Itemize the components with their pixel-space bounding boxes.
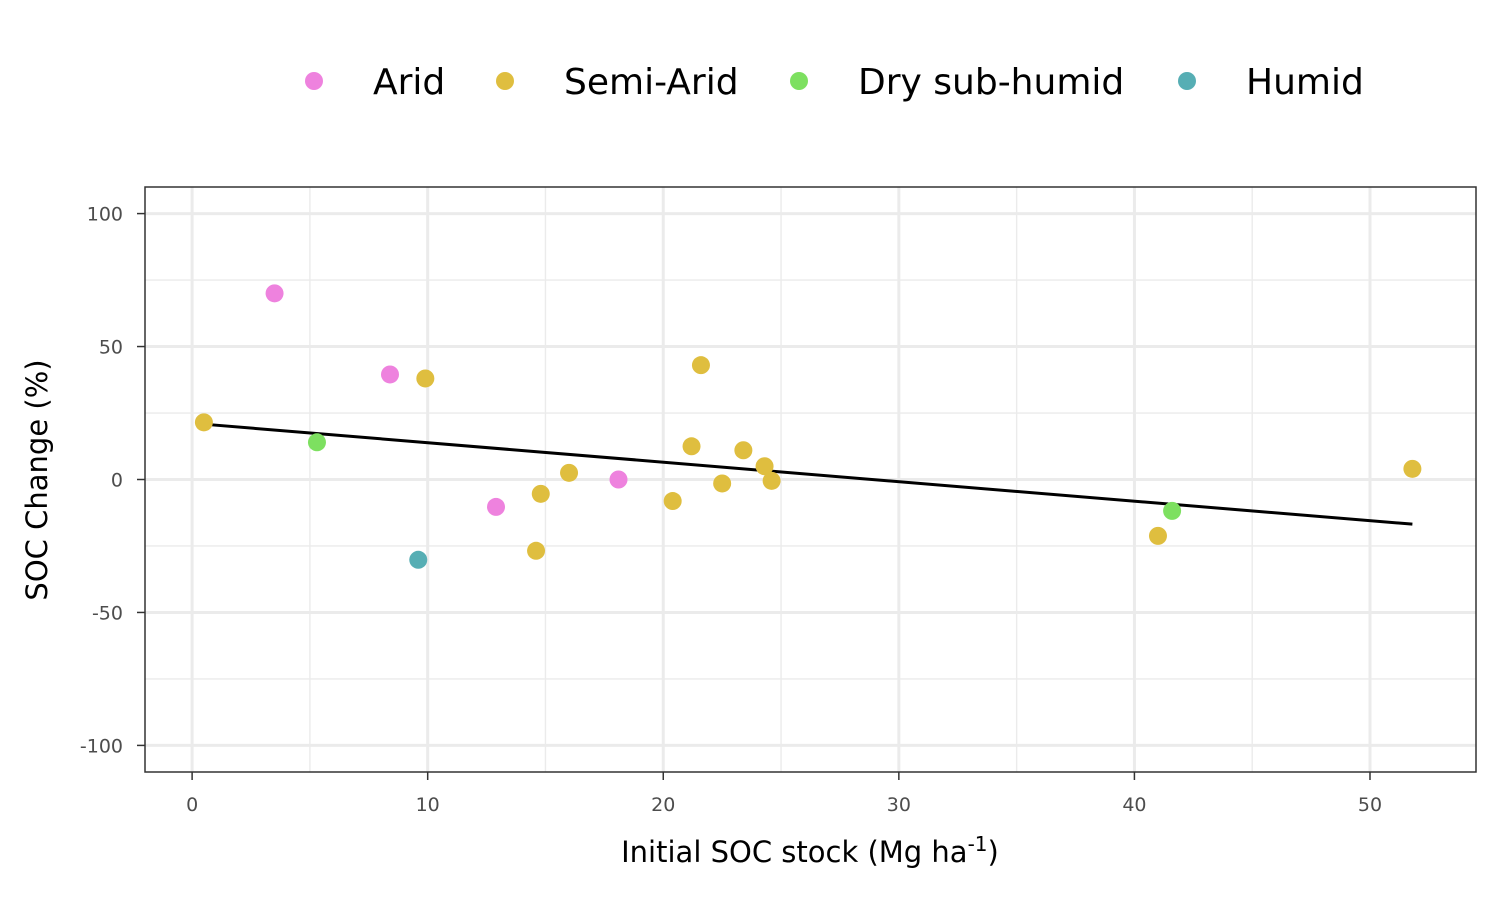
point-semi-arid: [560, 463, 579, 482]
point-dry-sub-humid: [1163, 501, 1182, 520]
y-tick-label: -100: [80, 735, 123, 757]
legend-label-humid: Humid: [1246, 62, 1364, 103]
legend-key-humid: [1178, 72, 1196, 90]
legend-label-arid: Arid: [373, 62, 445, 103]
point-semi-arid: [691, 356, 710, 375]
point-arid: [265, 284, 284, 303]
point-arid: [487, 497, 506, 516]
trend-line: [203, 422, 1413, 526]
point-arid: [380, 365, 399, 384]
x-tick-label: 50: [1358, 794, 1382, 816]
y-tick-label: 100: [87, 204, 123, 226]
x-axis-title-suffix: ): [988, 835, 999, 869]
legend-key-dry-sub-humid: [790, 72, 808, 90]
point-dry-sub-humid: [307, 433, 326, 452]
y-tick-label: 0: [111, 470, 123, 492]
legend-key-semi-arid: [496, 72, 514, 90]
legend-key-arid: [305, 72, 323, 90]
y-tick-label: -50: [92, 602, 123, 624]
legend: Arid Semi-Arid Dry sub-humid Humid: [305, 62, 1364, 103]
point-semi-arid: [416, 369, 435, 388]
x-axis-title: Initial SOC stock (Mg ha-1): [621, 832, 999, 869]
point-semi-arid: [755, 457, 774, 476]
minor-gridlines: [145, 187, 1476, 772]
major-gridlines: [145, 187, 1476, 772]
x-tick-label: 30: [887, 794, 911, 816]
point-semi-arid: [734, 441, 753, 460]
legend-label-dry-sub-humid: Dry sub-humid: [858, 62, 1124, 103]
point-semi-arid: [682, 437, 701, 456]
point-semi-arid: [1403, 459, 1422, 478]
x-tick-label: 10: [416, 794, 440, 816]
point-semi-arid: [531, 484, 550, 503]
y-tick-label: 50: [99, 337, 123, 359]
point-arid: [609, 470, 628, 489]
point-semi-arid: [194, 413, 213, 432]
point-semi-arid: [527, 541, 546, 560]
x-tick-label: 20: [651, 794, 675, 816]
x-axis-title-main: Initial SOC stock (Mg ha: [621, 835, 967, 869]
data-points: [194, 284, 1422, 569]
legend-label-semi-arid: Semi-Arid: [564, 62, 739, 103]
x-axis-title-superscript: -1: [968, 832, 988, 856]
y-axis-title: SOC Change (%): [20, 359, 54, 600]
point-semi-arid: [713, 474, 732, 493]
point-semi-arid: [1148, 526, 1167, 545]
x-axis: 0 10 20 30 40 50: [186, 772, 1382, 816]
point-semi-arid: [663, 492, 682, 511]
x-tick-label: 0: [186, 794, 198, 816]
x-tick-label: 40: [1122, 794, 1146, 816]
point-humid: [409, 550, 428, 569]
trend-line-group: [203, 422, 1413, 526]
y-axis: 100 50 0 -50 -100: [80, 204, 145, 757]
point-semi-arid: [762, 471, 781, 490]
